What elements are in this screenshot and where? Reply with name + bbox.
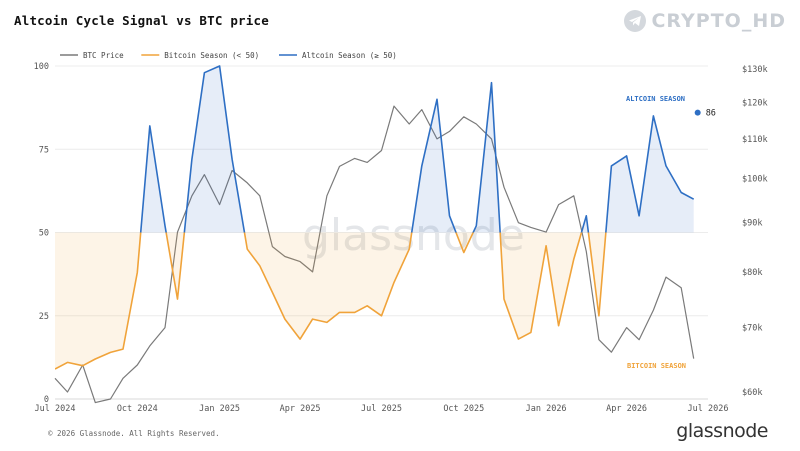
x-tick-label: Apr 2025 (280, 404, 321, 414)
legend-label: BTC Price (83, 51, 124, 60)
y-right-tick-label: $130k (742, 65, 768, 75)
y-left-tick-label: 50 (39, 229, 49, 239)
y-left-tick-label: 0 (44, 395, 49, 405)
btc-price-line (54, 105, 695, 404)
telegram-icon (624, 10, 647, 32)
bitcoin-season-area (55, 232, 694, 369)
x-tick-label: Jul 2024 (35, 404, 76, 414)
legend-label: Bitcoin Season (< 50) (164, 51, 259, 60)
x-tick-label: Oct 2024 (117, 404, 158, 414)
y-left-tick-label: 75 (39, 145, 49, 155)
y-right-tick-label: $70k (742, 324, 762, 334)
annotation-altcoin-season: ALTCOIN SEASON (626, 95, 685, 103)
x-tick-label: Oct 2025 (443, 404, 484, 414)
y-left-tick-label: 25 (39, 312, 49, 322)
copyright-footer: © 2026 Glassnode. All Rights Reserved. (48, 429, 220, 438)
y-right-tick-label: $100k (742, 175, 768, 185)
chart-title: Altcoin Cycle Signal vs BTC price (14, 13, 269, 28)
y-right-tick-label: $80k (742, 268, 762, 278)
glassnode-logo: glassnode (676, 420, 768, 442)
brand-name: CRYPTO_HD (651, 10, 786, 32)
altcoin-season-area (55, 66, 694, 233)
x-tick-label: Jul 2026 (688, 404, 729, 414)
bitcoin-season-line (55, 232, 607, 370)
last-value-label: 86 (706, 109, 716, 119)
y-right-tick-label: $110k (742, 135, 768, 145)
y-right-tick-label: $90k (742, 219, 762, 229)
legend-label: Altcoin Season (≥ 50) (302, 51, 397, 60)
last-value-dot (694, 109, 701, 116)
x-tick-label: Apr 2026 (606, 404, 647, 414)
y-right-tick-label: $120k (742, 99, 768, 109)
y-left-tick-label: 100 (34, 62, 49, 72)
x-tick-label: Jan 2025 (199, 404, 240, 414)
x-tick-label: Jan 2026 (526, 404, 567, 414)
altcoin-season-line (139, 65, 695, 233)
brand-watermark: CRYPTO_HD (624, 10, 786, 32)
annotation-bitcoin-season: BITCOIN SEASON (627, 362, 686, 370)
y-right-tick-label: $60k (742, 388, 762, 398)
x-tick-label: Jul 2025 (361, 404, 402, 414)
